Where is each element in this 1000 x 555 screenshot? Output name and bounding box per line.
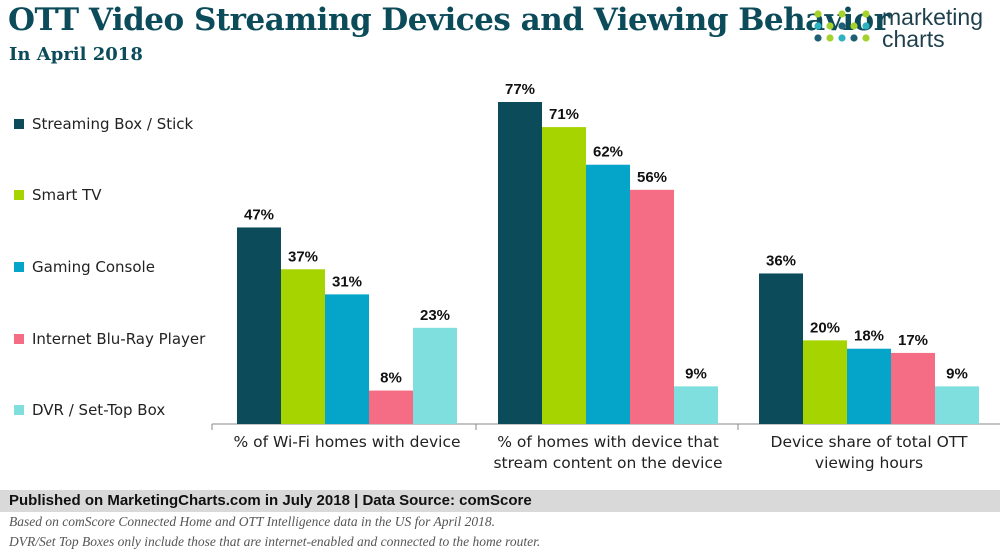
data-label: 20% [810,319,840,336]
chart-title: OTT Video Streaming Devices and Viewing … [8,2,890,38]
logo-dot [826,22,834,30]
data-label: 17% [898,332,928,349]
logo-dot [850,22,858,30]
category-label: Device share of total OTT [771,433,968,451]
legend-swatch [14,334,24,344]
data-label: 31% [332,273,362,290]
logo-dots-icon [814,10,870,42]
chart-subtitle: In April 2018 [9,44,143,65]
data-label: 37% [288,248,318,265]
marketingcharts-logo: marketing charts [810,6,995,50]
legend-label: Internet Blu-Ray Player [32,330,206,348]
data-label: 47% [244,206,274,223]
bar-3-4 [891,352,935,424]
bar-2-2 [542,127,586,424]
data-label: 62% [593,144,623,161]
legend-item: Gaming Console [14,257,155,277]
legend-item: Smart TV [14,185,102,205]
data-label: 77% [505,81,535,98]
legend-label: Streaming Box / Stick [32,115,194,133]
legend-swatch [14,190,24,200]
logo-dot [826,34,834,42]
data-label: 56% [637,169,667,186]
footer-bar: Published on MarketingCharts.com in July… [0,490,1000,512]
legend-swatch [14,119,24,129]
footnote-methodology: Based on comScore Connected Home and OTT… [9,514,496,529]
category-label: % of homes with device that [497,433,719,451]
data-label: 8% [380,370,402,387]
bar-1-3 [325,294,369,424]
bar-2-4 [630,189,674,424]
logo-text: marketing charts [882,6,983,50]
legend-label: Smart TV [32,186,102,204]
bar-1-4 [369,390,413,424]
logo-dot [838,34,846,42]
logo-dot [838,22,846,30]
logo-dot [814,34,822,42]
data-label: 23% [420,307,450,324]
published-source-text: Published on MarketingCharts.com in July… [9,492,532,509]
legend-label: DVR / Set-Top Box [32,401,166,419]
logo-dot [814,10,822,18]
bar-chart: 47% 37% 31% 8% 23% % of Wi-Fi homes with devi… [211,81,1000,472]
logo-dot [862,22,870,30]
bar-3-5 [935,386,979,424]
legend-label: Gaming Console [32,258,155,276]
category-label: % of Wi-Fi homes with device [233,433,460,451]
data-label: 9% [946,365,968,382]
legend-item: DVR / Set-Top Box [14,400,165,420]
bar-2-5 [674,386,718,424]
footnote-dvr: DVR/Set Top Boxes only include those tha… [9,534,541,549]
legend-swatch [14,405,24,415]
bar-1-5 [413,327,457,424]
bar-1-2 [281,269,325,424]
legend-item: Internet Blu-Ray Player [14,329,205,349]
data-label: 71% [549,106,579,123]
bar-1-1 [237,227,281,424]
category-label: stream content on the device [493,454,722,472]
legend-swatch [14,262,24,272]
logo-dot [862,34,870,42]
logo-dot [850,34,858,42]
logo-dot [814,22,822,30]
legend-item: Streaming Box / Stick [14,114,193,134]
data-label: 18% [854,328,884,345]
category-label: viewing hours [815,454,923,472]
data-label: 9% [685,365,707,382]
data-label: 36% [766,252,796,269]
bar-2-1 [498,102,542,424]
logo-dot [862,10,870,18]
bar-3-2 [803,340,847,424]
logo-dot [838,10,846,18]
bar-3-3 [847,348,891,424]
bar-2-3 [586,164,630,424]
bar-3-1 [759,273,803,424]
